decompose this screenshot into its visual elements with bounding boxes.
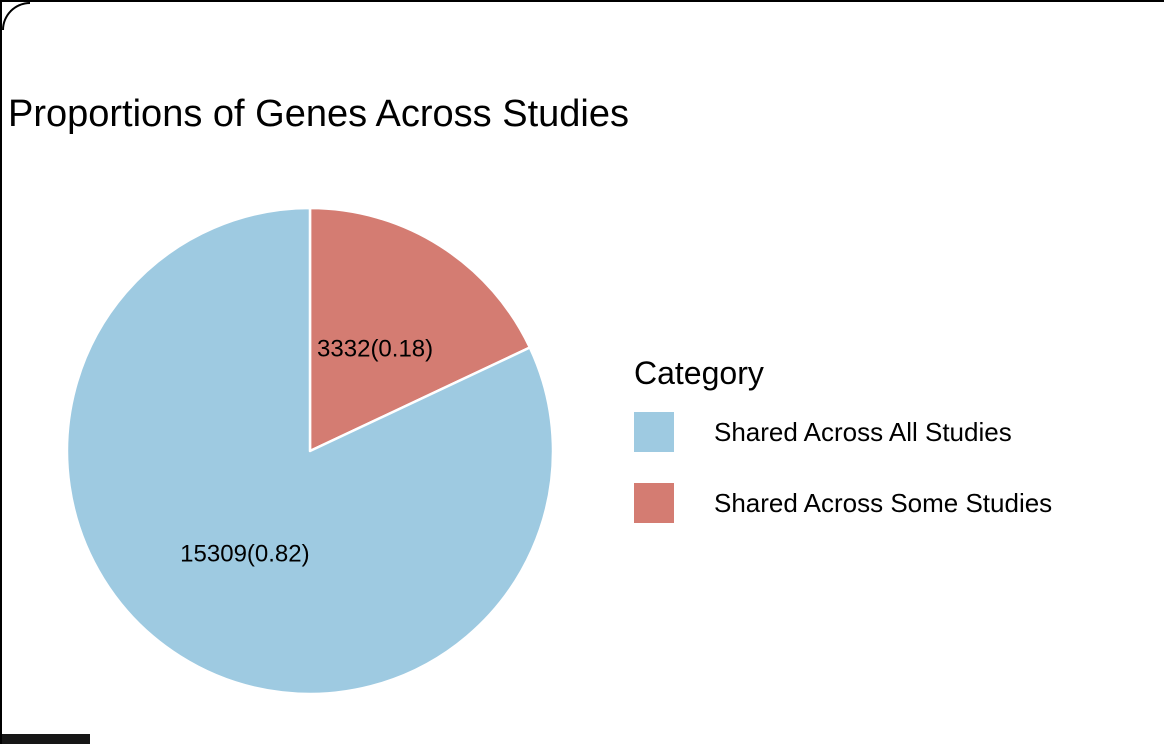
- legend-swatch-all-studies: [634, 412, 674, 452]
- pie-slice-shared-all-studies: [65, 206, 555, 696]
- pie-slice-label-all-studies: 15309(0.82): [180, 541, 309, 568]
- pie-slice-shared-some-studies: [308, 206, 532, 453]
- legend-title: Category: [634, 355, 764, 391]
- legend-swatch-some-studies: [634, 483, 674, 523]
- legend-label-some-studies: Shared Across Some Studies: [714, 488, 1053, 518]
- legend-label-all-studies: Shared Across All Studies: [714, 417, 1012, 447]
- legend-item-some-studies: Shared Across Some Studies: [634, 483, 1052, 523]
- pie-slice-label-some-studies: 3332(0.18): [317, 335, 433, 362]
- window-edge-fragment: [2, 734, 90, 744]
- chart-title: Proportions of Genes Across Studies: [8, 93, 629, 135]
- legend-item-all-studies: Shared Across All Studies: [634, 412, 1052, 452]
- legend: Category Shared Across All Studies Share…: [634, 354, 1052, 554]
